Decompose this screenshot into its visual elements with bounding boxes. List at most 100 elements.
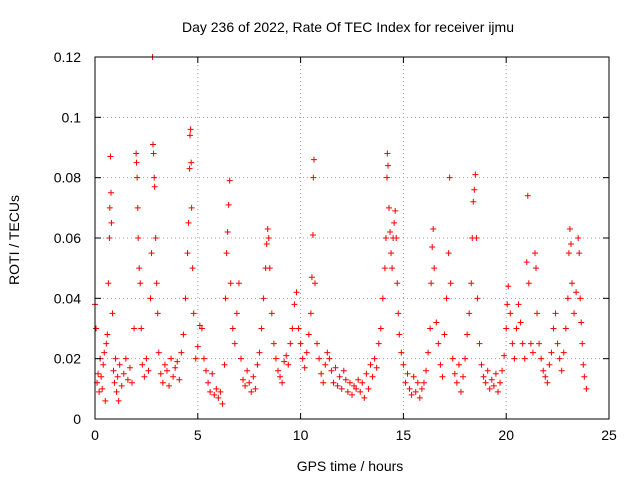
- data-point: [396, 331, 403, 338]
- data-point: [538, 355, 545, 362]
- data-point: [192, 355, 199, 362]
- data-point: [224, 228, 231, 235]
- data-point: [410, 373, 417, 380]
- data-point: [504, 301, 511, 308]
- data-point: [102, 397, 109, 404]
- data-point: [188, 204, 195, 211]
- data-point: [295, 325, 302, 332]
- data-point: [511, 355, 518, 362]
- data-point: [565, 250, 572, 257]
- data-point: [361, 394, 368, 401]
- data-point: [95, 370, 102, 377]
- data-point: [383, 174, 390, 181]
- data-point: [194, 343, 201, 350]
- data-point: [468, 280, 475, 287]
- data-point: [488, 376, 495, 383]
- data-point: [381, 265, 388, 272]
- data-point: [449, 355, 456, 362]
- data-point: [187, 126, 194, 133]
- y-tick-label: 0.08: [54, 170, 81, 186]
- data-point: [237, 355, 244, 362]
- data-point: [215, 394, 222, 401]
- data-point: [353, 385, 360, 392]
- data-point: [386, 204, 393, 211]
- data-point: [334, 382, 341, 389]
- y-tick-label: 0.02: [54, 351, 81, 367]
- data-point: [213, 385, 220, 392]
- data-point: [554, 340, 561, 347]
- data-point: [159, 379, 166, 386]
- data-point: [316, 355, 323, 362]
- data-point: [534, 310, 541, 317]
- data-point: [310, 156, 317, 163]
- data-point: [258, 325, 265, 332]
- data-point: [375, 340, 382, 347]
- data-point: [188, 159, 195, 166]
- data-point: [446, 174, 453, 181]
- data-point: [402, 379, 409, 386]
- grid-lines: [95, 57, 609, 419]
- data-point: [472, 171, 479, 178]
- data-point: [524, 192, 531, 199]
- x-tick-label: 25: [601, 427, 617, 443]
- data-point: [519, 340, 526, 347]
- data-point: [133, 150, 140, 157]
- data-point: [226, 177, 233, 184]
- data-point: [492, 370, 499, 377]
- data-point: [474, 295, 481, 302]
- data-point: [486, 385, 493, 392]
- data-point: [223, 250, 230, 257]
- data-point: [387, 228, 394, 235]
- data-point: [172, 364, 179, 371]
- data-point: [299, 355, 306, 362]
- data-point: [283, 352, 290, 359]
- data-point: [178, 349, 185, 356]
- data-point: [133, 159, 140, 166]
- data-point: [451, 370, 458, 377]
- data-point: [324, 349, 331, 356]
- data-point: [297, 340, 304, 347]
- data-point: [307, 310, 314, 317]
- x-tick-label: 20: [498, 427, 514, 443]
- data-point: [265, 235, 272, 241]
- data-point: [151, 174, 158, 181]
- data-point: [101, 349, 108, 356]
- data-point: [536, 340, 543, 347]
- data-point: [560, 349, 567, 356]
- data-point: [93, 325, 100, 332]
- data-point: [168, 355, 175, 362]
- data-point: [460, 373, 467, 380]
- data-point: [256, 349, 263, 356]
- data-point: [349, 391, 355, 398]
- data-point: [105, 280, 112, 287]
- data-point: [455, 361, 462, 368]
- x-axis-label: GPS time / hours: [297, 458, 404, 474]
- data-point: [203, 367, 210, 374]
- data-point: [231, 340, 238, 347]
- chart-title: Day 236 of 2022, Rate Of TEC Index for r…: [182, 19, 514, 35]
- data-point: [272, 355, 279, 362]
- data-point: [148, 250, 155, 257]
- data-point: [367, 361, 374, 368]
- data-point: [107, 153, 114, 160]
- data-point: [371, 355, 378, 362]
- data-point: [154, 310, 161, 317]
- data-point: [293, 289, 300, 296]
- data-point: [414, 379, 421, 386]
- data-point: [544, 379, 551, 386]
- data-point: [246, 379, 253, 386]
- data-point: [509, 340, 516, 347]
- data-point: [344, 388, 351, 395]
- data-point: [106, 235, 113, 241]
- data-point: [147, 295, 154, 302]
- data-point: [568, 280, 575, 287]
- data-point: [176, 376, 183, 383]
- data-point: [326, 355, 333, 362]
- data-point: [338, 385, 345, 392]
- data-point: [189, 265, 196, 272]
- data-point: [100, 361, 107, 368]
- data-point: [471, 186, 478, 193]
- data-point: [533, 265, 540, 272]
- data-point: [394, 280, 401, 287]
